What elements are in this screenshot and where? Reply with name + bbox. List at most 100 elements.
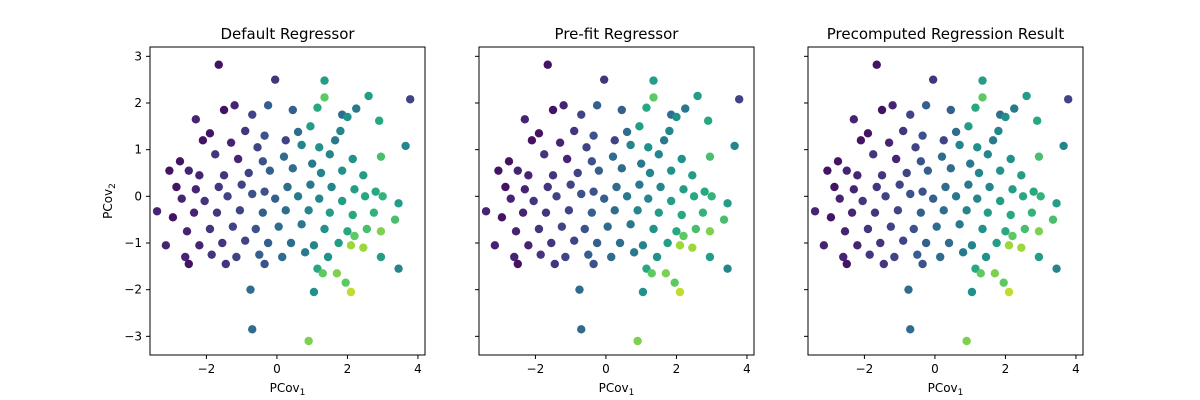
data-point — [263, 238, 273, 248]
data-point — [962, 336, 971, 346]
data-point — [541, 208, 551, 217]
x-tick-label: 4 — [414, 362, 422, 376]
data-point — [232, 252, 241, 262]
data-point — [309, 287, 319, 297]
x-tick-label: 4 — [743, 362, 751, 376]
data-point — [346, 241, 356, 250]
data-point — [978, 224, 987, 234]
data-point — [679, 231, 688, 241]
data-point — [307, 159, 317, 168]
data-point — [884, 138, 894, 147]
data-point — [1001, 227, 1010, 236]
data-point — [548, 105, 558, 115]
data-point — [211, 150, 220, 159]
data-point — [955, 220, 964, 229]
data-point — [675, 241, 685, 250]
data-point — [248, 110, 257, 119]
plot-frame — [807, 46, 1084, 356]
data-point — [260, 259, 269, 269]
data-point — [958, 248, 968, 257]
data-point — [672, 112, 681, 122]
x-axis-label: PCov1 — [599, 381, 635, 398]
data-point — [346, 287, 356, 297]
data-point — [300, 248, 310, 257]
data-point — [240, 126, 250, 136]
data-point — [964, 180, 973, 189]
data-point — [376, 252, 386, 262]
data-point — [990, 269, 1000, 278]
data-point — [913, 250, 922, 259]
data-point — [638, 287, 648, 297]
x-tick-label: 0 — [931, 362, 939, 376]
data-point — [589, 131, 598, 140]
data-point — [898, 126, 908, 136]
data-point — [191, 185, 201, 194]
data-point — [582, 143, 591, 152]
data-point — [371, 187, 380, 196]
data-point — [587, 208, 597, 217]
y-tick-label: −2 — [124, 283, 142, 297]
plot-frame — [149, 46, 426, 356]
data-point — [1008, 185, 1017, 194]
data-point — [698, 208, 708, 217]
data-point — [932, 222, 941, 231]
data-point — [863, 129, 873, 138]
data-point — [318, 269, 327, 278]
data-point — [226, 138, 236, 147]
data-point — [562, 154, 572, 164]
data-point — [376, 227, 386, 236]
data-point — [219, 105, 229, 115]
data-point — [577, 110, 586, 119]
panel-title: Precomputed Regression Result — [827, 25, 1065, 43]
data-point — [649, 93, 658, 102]
data-point — [334, 238, 343, 248]
data-point — [589, 187, 598, 196]
data-point — [1034, 152, 1044, 161]
data-point — [967, 287, 977, 297]
data-point — [1006, 210, 1015, 220]
data-point — [592, 238, 602, 248]
data-point — [575, 285, 584, 294]
data-point — [504, 157, 514, 166]
data-point — [617, 164, 626, 173]
data-point — [879, 259, 889, 269]
data-point — [633, 336, 642, 346]
data-point — [916, 157, 926, 166]
data-point — [918, 259, 927, 269]
data-point — [494, 166, 503, 175]
data-point — [304, 206, 313, 215]
data-point — [260, 131, 269, 140]
data-point — [594, 166, 604, 175]
data-point — [937, 152, 947, 161]
data-point — [569, 236, 579, 245]
data-point — [536, 250, 545, 259]
data-point — [677, 210, 686, 220]
data-point — [378, 192, 387, 201]
data-point — [679, 185, 688, 194]
data-point — [293, 127, 303, 137]
data-point — [928, 194, 938, 203]
data-point — [279, 152, 289, 161]
data-point — [182, 227, 192, 236]
data-point — [200, 196, 209, 206]
data-point — [603, 222, 612, 231]
y-tick-label: 2 — [134, 96, 142, 110]
x-axis-label-subscript: 1 — [958, 388, 964, 398]
data-point — [1059, 141, 1068, 151]
data-point — [962, 206, 971, 215]
data-point — [253, 143, 262, 152]
data-point — [543, 182, 552, 192]
data-point — [506, 194, 515, 203]
data-point — [638, 241, 648, 250]
data-point — [481, 207, 491, 216]
data-point — [219, 171, 229, 180]
data-point — [405, 95, 415, 104]
x-tick-label: 2 — [673, 362, 681, 376]
data-point — [1034, 252, 1044, 262]
data-point — [918, 131, 927, 140]
data-point — [951, 192, 961, 201]
data-point — [921, 238, 931, 248]
data-point — [981, 252, 991, 262]
panel-3: Precomputed Regression Result −2 0 2 4 PCov1 — [804, 25, 1084, 398]
